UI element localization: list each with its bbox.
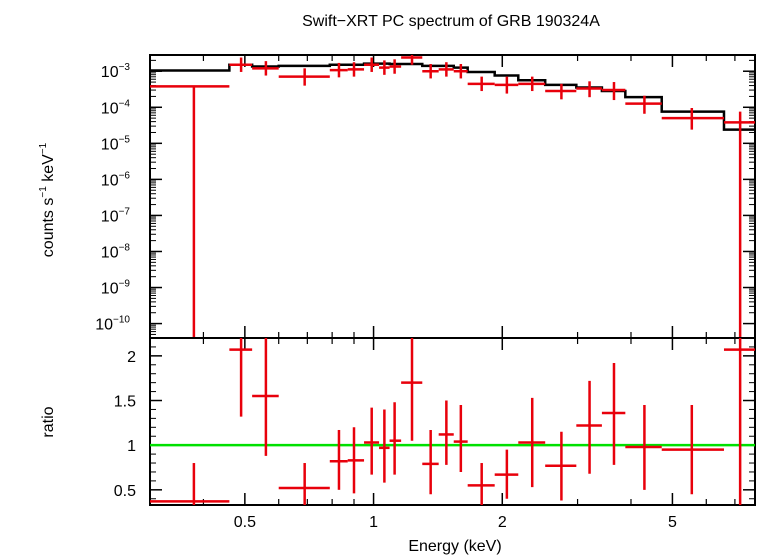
spectrum-data-point [518,76,546,92]
ratio-data-point [438,400,454,465]
spectrum-data-point [438,62,454,77]
y-tick-base: 10 [101,281,119,298]
y-label-sup2: −1 [38,142,49,154]
spectrum-data-point [347,62,365,77]
ratio-data-point [576,380,602,474]
y-tick-exponent: −4 [119,98,131,109]
ratio-data-point [389,402,402,475]
y-label-kev: keV [40,154,57,186]
y-tick-base: 10 [101,172,119,189]
ratio-data-point [379,409,390,483]
y-tick-exponent: −5 [119,134,131,145]
spectrum-data-point [389,59,402,74]
ratio-data-point [723,338,755,505]
y-tick-base: 10 [101,64,119,81]
ratio-data-point [661,404,724,495]
model-step-line [150,62,755,131]
ratio-data-point [252,338,279,456]
x-tick-label: 5 [668,514,677,531]
spectrum-y-tick-label: 10−3 [101,62,131,81]
ratio-data-point [545,431,577,501]
ratio-data-point [401,338,423,441]
ratio-data-point [467,463,495,505]
ratio-data-point [601,363,626,465]
spectrum-data-point [401,55,423,65]
spectrum-y-tick-label: 10−8 [101,242,131,261]
spectrum-data-point [379,60,390,75]
spectrum-data-point [422,64,439,79]
spectrum-data-point [494,76,519,94]
spectrum-data-point [150,85,230,338]
ratio-data-point [422,429,439,495]
ratio-data-point [518,397,546,488]
y-tick-base: 10 [101,208,119,225]
spectrum-data-point [723,111,755,338]
spectrum-data-point [661,107,724,130]
spectrum-y-tick-label: 10−4 [101,98,131,117]
spectrum-data-point [453,64,468,79]
spectrum-y-tick-label: 10−7 [101,206,131,225]
ratio-data-point [625,404,662,490]
y-label-counts: counts s [40,198,57,258]
x-tick-label: 0.5 [234,514,256,531]
ratio-data-point [150,463,230,505]
ratio-y-tick-label: 1.5 [114,394,136,411]
y-tick-exponent: −10 [113,315,130,326]
y-tick-exponent: −9 [119,279,131,290]
spectrum-data-point [576,81,602,98]
ratio-data-point [453,404,468,472]
spectrum-panel: 10−310−410−510−610−710−810−910−10 [95,54,756,339]
spectrum-data-point [625,95,662,114]
spectrum-y-tick-label: 10−9 [101,279,131,298]
ratio-panel: 0.5 1 2 5 0.5 1 1.5 2 [114,337,756,531]
spectrum-data-point [467,76,495,92]
spectrum-y-tick-label: 10−10 [95,315,130,334]
x-tick-label: 2 [498,514,507,531]
spectrum-data-point [364,57,380,72]
ratio-y-axis-label: ratio [40,406,57,437]
ratio-data-point [494,449,519,499]
ratio-data-point [229,338,253,417]
y-tick-base: 10 [101,100,119,117]
y-tick-exponent: −3 [119,62,131,73]
spectrum-data-point [601,82,626,101]
y-tick-base: 10 [101,136,119,153]
spectrum-y-tick-label: 10−5 [101,134,131,153]
ratio-data-point [364,407,380,475]
y-tick-base: 10 [95,317,113,334]
spectrum-data-point [545,83,577,100]
x-tick-label: 1 [369,514,378,531]
y-tick-base: 10 [101,244,119,261]
spectrum-data-point [278,68,330,86]
spectrum-frame [149,54,756,339]
spectrum-data-point [252,61,279,76]
y-label-sup1: −1 [38,186,49,198]
ratio-data-point [278,463,330,505]
ratio-y-tick-label: 2 [127,349,136,366]
spectrum-data-point [329,62,348,78]
y-tick-exponent: −8 [119,242,131,253]
ratio-y-tick-label: 0.5 [114,483,136,500]
y-tick-exponent: −7 [119,206,131,217]
ratio-frame [149,337,756,506]
spectrum-y-axis-label: counts s−1 keV−1 [38,142,57,257]
spectrum-y-tick-label: 10−6 [101,170,131,189]
ratio-data-point [329,429,348,490]
spectrum-data-point [229,57,253,72]
y-tick-exponent: −6 [119,170,131,181]
ratio-data-point [347,427,365,494]
ratio-y-tick-label: 1 [127,438,136,455]
chart-title: Swift−XRT PC spectrum of GRB 190324A [302,13,600,30]
x-axis-label: Energy (keV) [408,538,501,555]
